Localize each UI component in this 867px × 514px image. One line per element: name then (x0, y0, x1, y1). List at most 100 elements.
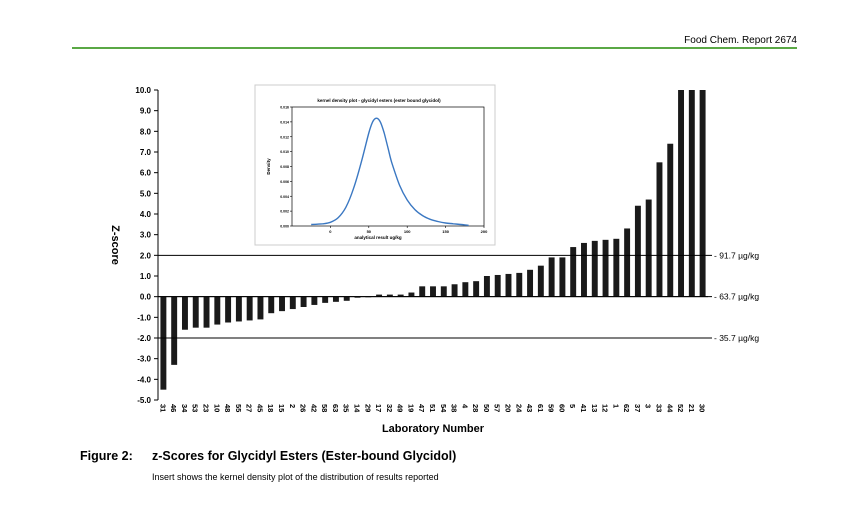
category-label: 35 (342, 404, 351, 412)
inset-y-tick-label: 0.014 (280, 120, 289, 124)
bar (699, 90, 706, 297)
bar (430, 286, 436, 297)
bar (473, 281, 480, 297)
y-axis-title: Z-score (109, 225, 121, 265)
reference-line-label: - 35.7 µg/kg (714, 333, 759, 343)
bar (235, 296, 242, 322)
inset-y-tick-label: 0.002 (280, 210, 289, 214)
category-label: 4 (460, 404, 469, 409)
category-label: 12 (601, 404, 610, 412)
inset-x-tick-label: 50 (367, 229, 372, 234)
bar (246, 296, 253, 321)
category-label: 21 (687, 404, 696, 412)
bar (581, 242, 587, 297)
category-label: 23 (202, 404, 211, 412)
inset-x-tick-label: 0 (329, 229, 332, 234)
inset-y-tick-label: 0.012 (280, 135, 289, 139)
bar (613, 238, 620, 297)
category-label: 50 (482, 404, 491, 412)
category-label: 14 (353, 404, 362, 413)
category-label: 46 (169, 404, 178, 412)
bar (181, 296, 188, 330)
category-label: 32 (385, 404, 394, 412)
inset-y-tick-label: 0.004 (280, 195, 289, 199)
category-label: 53 (191, 404, 200, 412)
inset-x-tick-label: 100 (404, 229, 411, 234)
figure-number: Figure 2: (80, 449, 133, 463)
category-label: 48 (223, 404, 232, 412)
category-label: 61 (536, 404, 545, 412)
bar (279, 296, 285, 312)
bar (591, 240, 598, 297)
density-inset: kernel density plot - glycidyl esters (e… (254, 84, 496, 246)
bar (667, 143, 674, 297)
bar (624, 228, 631, 297)
category-label: 41 (579, 404, 588, 412)
y-tick-label: 7.0 (140, 148, 152, 157)
category-label: 63 (331, 404, 340, 412)
bar (268, 296, 275, 314)
y-tick-label: 6.0 (140, 169, 152, 178)
bar (203, 296, 210, 328)
bar (527, 269, 534, 297)
bar (678, 90, 685, 297)
y-tick-label: 8.0 (140, 127, 152, 136)
inset-x-tick-label: 150 (442, 229, 449, 234)
figure-title: z-Scores for Glycidyl Esters (Ester-boun… (152, 449, 457, 463)
category-label: 18 (266, 404, 275, 412)
category-label: 34 (180, 404, 189, 413)
reference-line-label: - 63.7 µg/kg (714, 292, 759, 302)
category-label: 58 (320, 404, 329, 412)
bar (483, 276, 490, 297)
y-tick-label: -3.0 (137, 355, 151, 364)
category-label: 5 (568, 404, 577, 408)
category-label: 10 (212, 404, 221, 412)
x-axis-title: Laboratory Number (382, 423, 485, 435)
inset-frame (254, 84, 496, 246)
category-label: 27 (245, 404, 254, 412)
reference-line-label: - 91.7 µg/kg (714, 250, 759, 260)
bar (451, 284, 458, 297)
bar (376, 294, 383, 297)
category-label: 60 (557, 404, 566, 412)
bar (160, 296, 167, 390)
bar (171, 296, 178, 365)
y-tick-label: 10.0 (135, 86, 151, 95)
category-label: 30 (698, 404, 707, 412)
bar (214, 296, 221, 325)
category-label: 54 (439, 404, 448, 413)
bar (656, 162, 663, 297)
bar (225, 296, 232, 323)
category-label: 28 (471, 404, 480, 412)
category-label: 29 (363, 404, 372, 412)
bar (386, 294, 393, 297)
bar (397, 294, 404, 297)
bar (645, 199, 652, 297)
inset-title: kernel density plot - glycidyl esters (e… (317, 98, 441, 103)
bar (462, 282, 469, 297)
bar (322, 296, 329, 303)
inset-y-tick-label: 0.016 (280, 106, 289, 110)
y-tick-label: 5.0 (140, 189, 152, 198)
inset-y-tick-label: 0.008 (280, 165, 289, 169)
inset-x-tick-label: 200 (481, 229, 488, 234)
category-label: 17 (374, 404, 383, 412)
y-tick-label: 3.0 (140, 231, 152, 240)
inset-y-tick-label: 0.000 (280, 225, 289, 229)
bar (688, 90, 695, 297)
bar (332, 296, 339, 302)
bar (505, 273, 512, 297)
category-label: 20 (503, 404, 512, 412)
bar (537, 265, 544, 297)
bar (440, 286, 447, 297)
y-tick-label: 0.0 (140, 293, 152, 302)
figure-caption: Figure 2: z-Scores for Glycidyl Esters (E… (80, 449, 456, 463)
category-label: 3 (644, 404, 653, 408)
category-label: 51 (428, 404, 437, 412)
y-tick-label: 2.0 (140, 251, 152, 260)
category-label: 44 (665, 404, 674, 413)
inset-x-axis-title: analytical result ug/kg (354, 235, 402, 240)
category-label: 26 (299, 404, 308, 412)
bar (548, 257, 555, 297)
bar (311, 296, 318, 305)
